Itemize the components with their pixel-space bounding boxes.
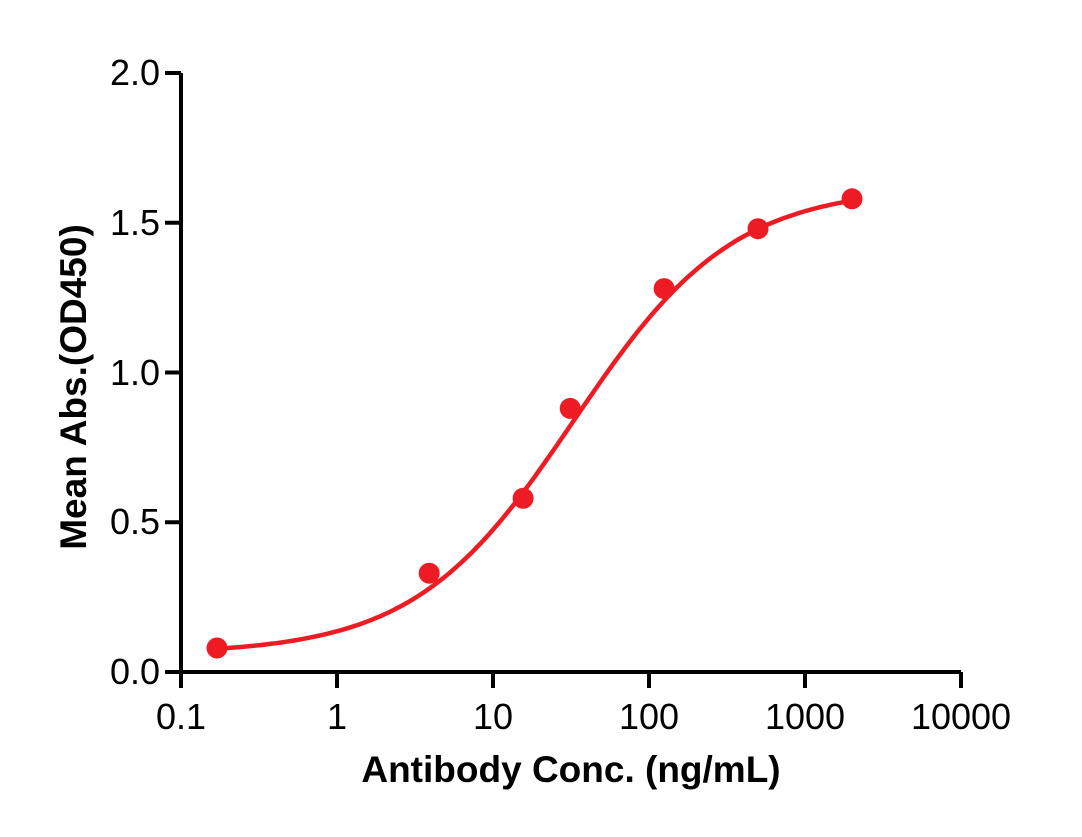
x-tick-label: 1000 bbox=[764, 696, 846, 737]
data-point bbox=[418, 562, 440, 584]
x-tick-label: 0.1 bbox=[155, 696, 207, 737]
y-tick-label: 2.0 bbox=[109, 52, 160, 93]
data-point bbox=[206, 637, 228, 659]
fit-curve bbox=[214, 198, 855, 652]
x-tick-label: 1 bbox=[326, 696, 348, 737]
data-point bbox=[559, 397, 581, 419]
y-tick-label: 1.0 bbox=[109, 351, 160, 393]
data-point bbox=[512, 487, 534, 509]
x-axis-title: Antibody Conc. (ng/mL) bbox=[361, 749, 781, 790]
y-tick-label: 0.5 bbox=[109, 501, 160, 543]
data-point bbox=[841, 188, 863, 210]
x-tick-label: 10000 bbox=[910, 696, 1012, 737]
y-tick-label: 0.0 bbox=[109, 651, 160, 692]
y-tick-label: 1.5 bbox=[109, 201, 160, 243]
x-tick-label: 100 bbox=[618, 696, 680, 737]
data-point bbox=[653, 278, 675, 300]
y-axis-title: Mean Abs.(OD450) bbox=[53, 224, 94, 550]
x-tick-label: 10 bbox=[472, 696, 514, 737]
data-point bbox=[747, 218, 769, 240]
axis-spine bbox=[179, 73, 961, 674]
